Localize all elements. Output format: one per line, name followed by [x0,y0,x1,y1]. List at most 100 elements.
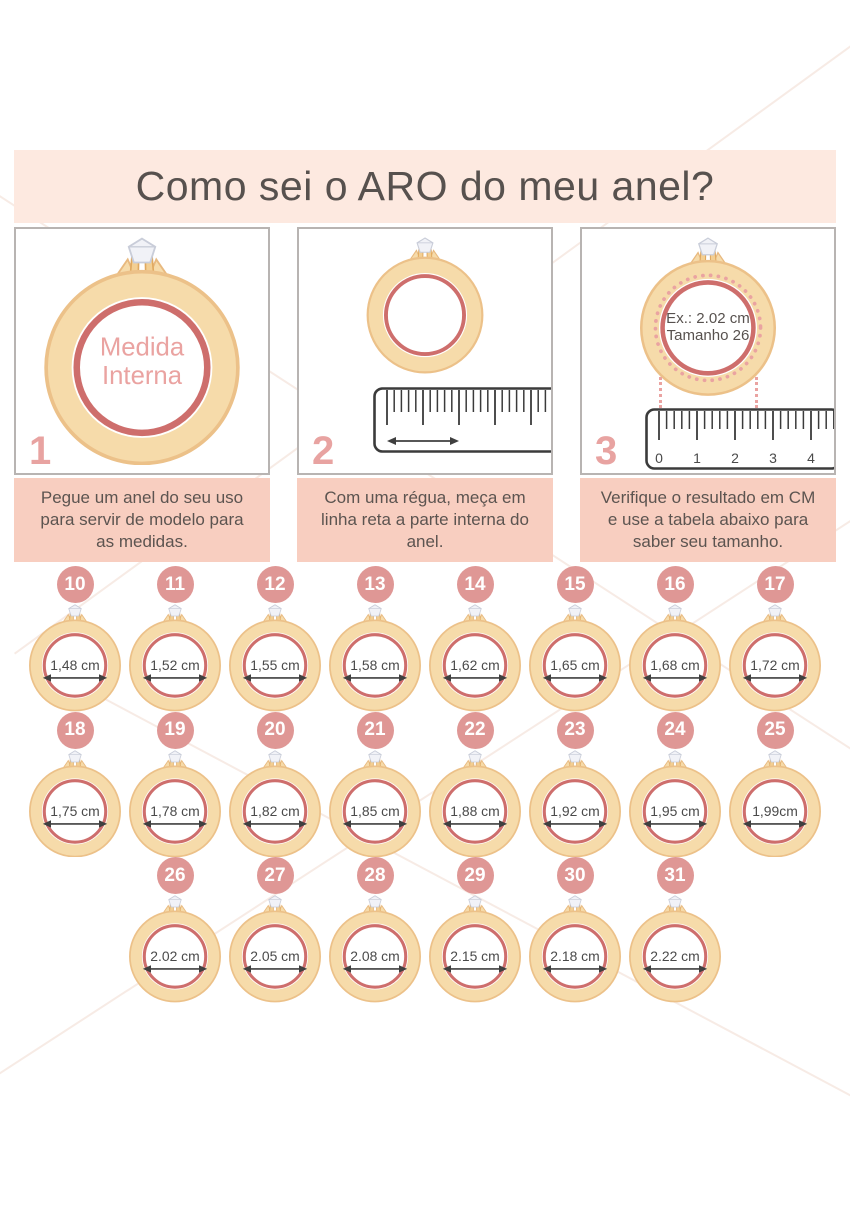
diamond-icon [668,604,682,617]
ring-label: 1,85 cm [350,803,399,819]
size-ring-illustration: 1,65 cm [527,604,623,712]
diameter-arrow [642,965,708,973]
ring-label: 2.15 cm [450,948,499,964]
ring-illustration: 2.18 cm [529,895,621,1003]
ring-inner-circle [242,778,308,844]
ring-label: Medida [100,333,185,361]
step-panel-2: 2 [297,227,553,475]
ring-inner-circle [642,633,708,698]
ring-label: 2.18 cm [550,948,599,964]
diameter-arrow [642,674,708,682]
diameter-arrow [42,819,108,828]
diamond-icon [416,237,434,253]
ring-label: 1,68 cm [650,657,699,673]
size-item-21: 21 1,85 cm [325,711,425,858]
size-number-badge: 27 [256,857,294,895]
size-number-badge: 22 [456,711,494,749]
size-item-13: 13 1,58 cm [325,566,425,712]
size-item-23: 23 1,92 cm [525,711,625,858]
dotted-measure-circle [653,273,763,383]
ring-inner-circle [742,778,808,844]
diameter-arrow [542,819,608,828]
size-number-badge: 10 [56,566,94,603]
size-ring-illustration: 1,92 cm [527,749,623,858]
ring-illustration: 2.08 cm [329,895,421,1003]
diameter-arrow [542,674,608,682]
diamond-icon [168,895,182,908]
diamond-icon [568,749,582,762]
ring-inner-circle [384,274,466,357]
ring-illustration: 1,88 cm [429,749,521,857]
ring-label: 1,78 cm [150,803,199,819]
diameter-arrow [242,965,308,973]
ring-inner-circle [42,778,108,844]
size-ring-illustration: 1,58 cm [327,604,423,712]
size-number-badge: 15 [556,566,594,603]
size-ring-illustration: 2.08 cm [327,895,423,1003]
ring-size-chart: 10 1,48 cm 11 1,52 cm [0,566,850,1003]
ring-label: 1,72 cm [750,657,799,673]
diamond-icon [68,749,82,762]
diameter-arrow [342,965,408,973]
size-number-badge: 18 [56,711,94,749]
ring-illustration: 1,82 cm [229,749,321,857]
ring-inner-circle [442,924,508,989]
ring-illustration: 1,62 cm [429,604,521,712]
dotted-guide-left [659,377,662,408]
ring-inner-circle [660,280,756,376]
size-ring-illustration: 1,72 cm [727,604,823,712]
size-item-25: 25 1,99cm [725,711,825,858]
ring-illustration: 1,58 cm [329,604,421,712]
size-row: 10 1,48 cm 11 1,52 cm [0,566,850,712]
dotted-guide-right [755,377,758,408]
diamond-icon [168,604,182,617]
ring-label: 1,62 cm [450,657,499,673]
ring-illustration: 2.02 cm [129,895,221,1003]
ring-inner-circle [342,924,408,989]
caption-step-2: Com uma régua, meça em linha reta a part… [297,478,553,562]
size-ring-illustration: 2.02 cm [127,895,223,1003]
size-number-badge: 21 [356,711,394,749]
ring-inner-circle [342,633,408,698]
instruction-panels: Medida Interna 1 2 [14,227,836,475]
ring-illustration: 1,95 cm [629,749,721,857]
size-row: 26 2.02 cm 27 2.05 cm [0,857,850,1003]
size-number-badge: 28 [356,857,394,895]
ring-illustration: 1,85 cm [329,749,421,857]
diameter-arrow [742,819,808,828]
diameter-arrow [342,819,408,828]
diamond-icon [168,749,182,762]
ruler: 0 1 2 3 4 [645,408,834,470]
size-ring-illustration: 1,48 cm [27,604,123,712]
size-ring-illustration: 2.18 cm [527,895,623,1003]
ring-inner-circle [42,633,108,698]
size-ring-illustration: 2.22 cm [627,895,723,1003]
size-number-badge: 30 [556,857,594,895]
ring-illustration: 1,75 cm [29,749,121,857]
ring-illustration: 1,48 cm [29,604,121,712]
ring-label: 1,75 cm [50,803,99,819]
ruler-with-numbers: 0 1 2 3 4 [645,408,834,470]
size-ring-illustration: 2.05 cm [227,895,323,1003]
measure-arrow [387,437,459,445]
ruler-number: 3 [769,450,777,466]
diamond-icon [468,895,482,908]
instruction-captions: Pegue um anel do seu uso para servir de … [14,478,836,562]
size-item-26: 26 2.02 cm [125,857,225,1003]
diamond-icon [127,237,157,264]
caption-text: Pegue um anel do seu uso para servir de … [40,487,244,552]
ring-inner-circle [242,924,308,989]
size-item-20: 20 1,82 cm [225,711,325,858]
title-banner: Como sei o ARO do meu anel? [14,150,836,223]
ring-label: 1,82 cm [250,803,299,819]
ring-illustration-medida-interna: Medida Interna [40,237,244,466]
ring-label: Interna [102,362,183,390]
ring-inner-circle [542,633,608,698]
size-ring-illustration: 2.15 cm [427,895,523,1003]
ring-inner-circle [642,778,708,844]
diameter-arrow [242,819,308,828]
size-item-17: 17 1,72 cm [725,566,825,712]
ring-label: 1,88 cm [450,803,499,819]
size-item-16: 16 1,68 cm [625,566,725,712]
ring-inner-circle [542,778,608,844]
